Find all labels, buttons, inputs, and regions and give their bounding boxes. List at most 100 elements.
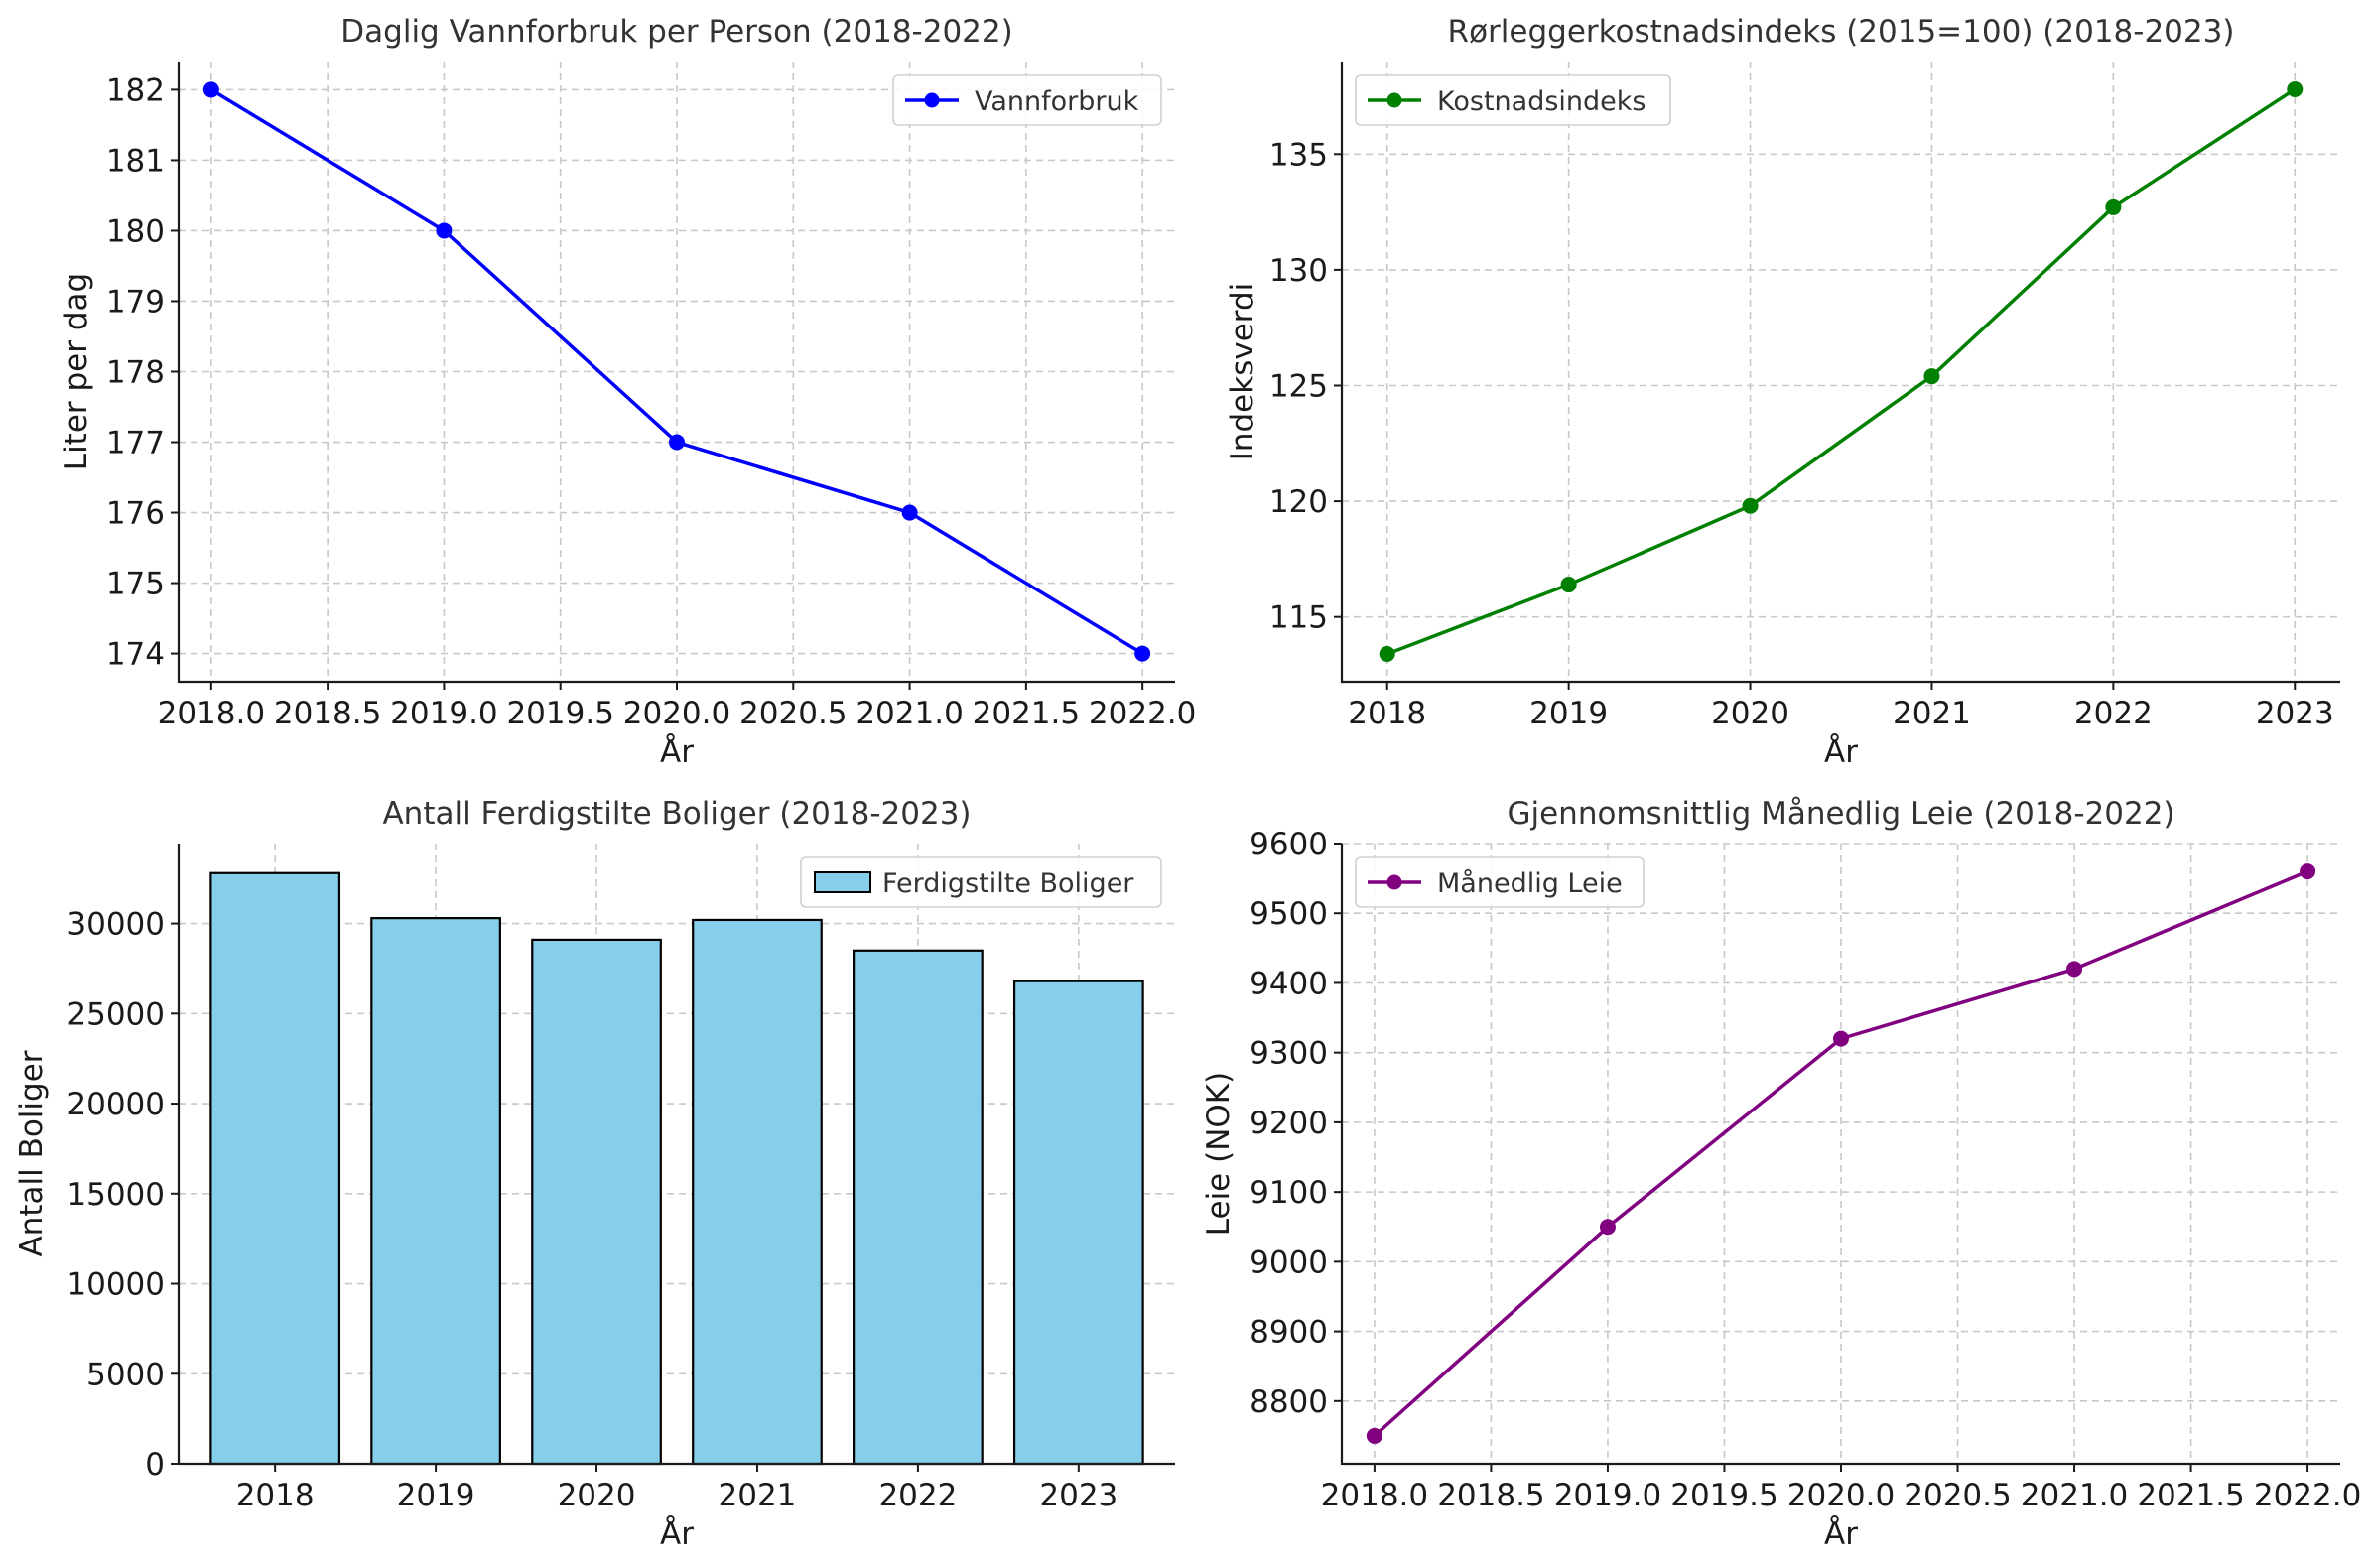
x-tick-label: 2019 (1529, 696, 1608, 731)
data-point (436, 222, 453, 239)
legend: Ferdigstilte Boliger (800, 856, 1162, 908)
y-tick-label: 9000 (1250, 1244, 1328, 1280)
legend-box (1355, 74, 1671, 126)
data-point (1599, 1219, 1616, 1236)
y-tick-label: 15000 (66, 1177, 165, 1213)
x-tick-label: 2021.5 (2137, 1478, 2244, 1513)
data-point (2066, 961, 2083, 978)
chart-title: Antall Ferdigstilte Boliger (2018-2023) (382, 796, 971, 832)
x-tick-label: 2022 (2074, 696, 2153, 731)
x-tick-label: 2023 (1039, 1478, 1118, 1513)
legend-box (800, 856, 1162, 908)
chart-panel-3: 2018 2019 2020 2021 2022 2023 0 5000 10000 15000 2… (14, 796, 1175, 1552)
y-tick-label: 182 (106, 72, 165, 108)
y-tick-label: 9600 (1250, 827, 1328, 862)
y-tick-label: 125 (1269, 368, 1328, 404)
y-axis-label: Antall Boliger (14, 1050, 50, 1256)
x-tick-label: 2018.5 (274, 696, 381, 731)
y-tick-label: 20000 (66, 1087, 165, 1122)
y-tick-label: 0 (145, 1447, 165, 1483)
chart-panel-4: 2018.0 2018.5 2019.0 2019.5 2020.0 2020.5 2021… (1201, 796, 2361, 1552)
y-tick-label: 9400 (1250, 966, 1328, 1001)
y-tick-label: 175 (106, 567, 165, 602)
x-axis-label: År (1824, 1516, 1858, 1552)
chart-title: Gjennomsnittlig Månedlig Leie (2018-2022… (1507, 796, 2174, 832)
bar (209, 871, 341, 1466)
data-point (901, 504, 918, 521)
y-tick-label: 9100 (1250, 1175, 1328, 1211)
y-axis-label: Indeksverdi (1225, 283, 1260, 461)
legend-label: Månedlig Leie (1437, 868, 1623, 899)
legend: Vannforbruk (892, 74, 1162, 126)
y-axis-label: Leie (NOK) (1201, 1072, 1237, 1236)
legend: Kostnadsindeks (1355, 74, 1671, 126)
y-tick-label: 176 (106, 496, 165, 532)
x-tick-label: 2023 (2256, 696, 2334, 731)
axis-spines (177, 62, 1175, 684)
bar (531, 938, 662, 1466)
x-tick-label: 2018.0 (158, 696, 265, 731)
y-tick-label: 179 (106, 284, 165, 320)
x-tick-label: 2022 (878, 1478, 957, 1513)
chart-title: Rørleggerkostnadsindeks (2015=100) (2018… (1448, 14, 2235, 50)
x-tick-label: 2019.5 (1670, 1478, 1778, 1513)
y-tick-label: 130 (1269, 253, 1328, 289)
y-tick-label: 9500 (1250, 896, 1328, 932)
y-tick-label: 9300 (1250, 1036, 1328, 1072)
data-point (1742, 497, 1759, 514)
y-tick-label: 135 (1269, 137, 1328, 173)
x-tick-label: 2020.5 (1904, 1478, 2011, 1513)
x-tick-label: 2020 (558, 1478, 636, 1513)
legend-label: Vannforbruk (975, 86, 1139, 117)
y-tick-label: 178 (106, 355, 165, 391)
y-tick-label: 115 (1269, 600, 1328, 636)
x-tick-label: 2021.0 (856, 696, 963, 731)
x-tick-label: 2022.0 (2254, 1478, 2361, 1513)
x-tick-label: 2019.0 (390, 696, 497, 731)
x-tick-label: 2021 (719, 1478, 797, 1513)
y-tick-label: 10000 (66, 1267, 165, 1303)
data-point (1923, 368, 1940, 385)
y-tick-label: 25000 (66, 996, 165, 1032)
x-tick-label: 2019.5 (506, 696, 613, 731)
data-point (1134, 645, 1151, 662)
data-point (2287, 80, 2304, 97)
data-point (1833, 1030, 1849, 1047)
bar (370, 917, 501, 1466)
bar (853, 949, 984, 1466)
data-point (2105, 198, 2122, 215)
y-tick-label: 9200 (1250, 1106, 1328, 1141)
axis-spines (1340, 844, 2340, 1466)
x-axis-label: År (1824, 734, 1858, 770)
legend: Månedlig Leie (1355, 856, 1645, 908)
chart-panel-2: 2018 2019 2020 2021 2022 2023 115 120 125 130 135 R… (1225, 14, 2340, 770)
axis-spines (177, 844, 1175, 1466)
chart-panel-1: 2018.0 2018.5 2019.0 2019.5 2020.0 2020.5 2021… (59, 14, 1196, 770)
legend-box (892, 74, 1162, 126)
x-axis-label: År (660, 734, 694, 770)
data-point (1379, 646, 1395, 663)
legend-marker (924, 92, 940, 108)
y-tick-label: 8800 (1250, 1384, 1328, 1420)
x-tick-label: 2022.0 (1089, 696, 1196, 731)
legend-label: Ferdigstilte Boliger (882, 868, 1134, 899)
x-tick-label: 2021.5 (973, 696, 1080, 731)
x-axis-label: År (660, 1516, 694, 1552)
y-tick-label: 177 (106, 426, 165, 461)
legend-label: Kostnadsindeks (1437, 86, 1646, 117)
x-tick-label: 2021 (1893, 696, 1971, 731)
x-tick-label: 2019.0 (1554, 1478, 1661, 1513)
y-tick-label: 30000 (66, 907, 165, 943)
x-tick-label: 2021.0 (2021, 1478, 2128, 1513)
legend-marker (1386, 874, 1402, 890)
data-point (1366, 1427, 1382, 1444)
x-tick-label: 2019 (397, 1478, 475, 1513)
x-tick-label: 2020.5 (739, 696, 847, 731)
bar (692, 918, 823, 1466)
y-tick-label: 180 (106, 213, 165, 249)
bar (1012, 980, 1144, 1466)
legend-swatch (814, 871, 871, 893)
y-tick-label: 5000 (86, 1357, 165, 1392)
y-tick-label: 174 (106, 637, 165, 673)
